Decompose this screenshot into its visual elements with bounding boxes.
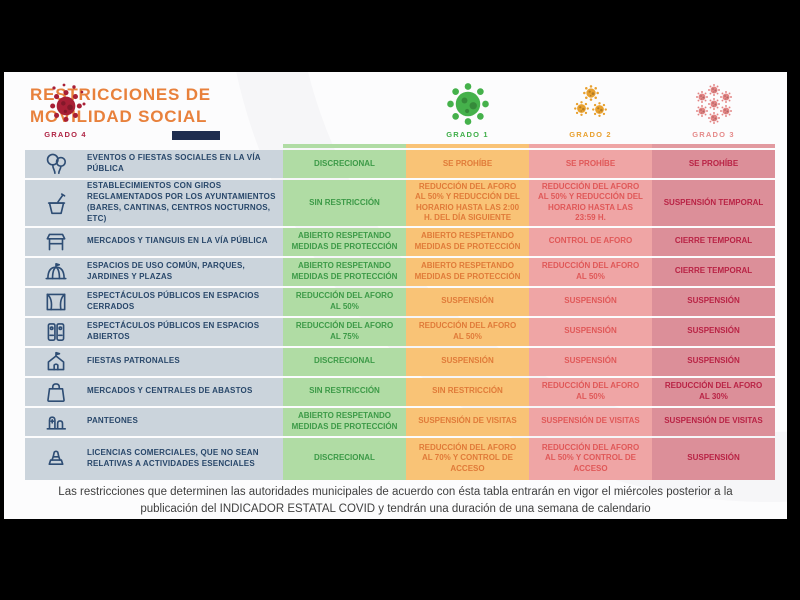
cell-grado-2: ABIERTO RESPETANDO MEDIDAS DE PROTECCIÓN [406, 227, 529, 256]
grade-label: GRADO 2 [569, 130, 612, 139]
cell-grado-4: SUSPENSIÓN [652, 437, 775, 480]
cell-grado-3: REDUCCIÓN DEL AFORO AL 50% Y REDUCCIÓN D… [529, 180, 652, 226]
virus-green-icon [406, 80, 529, 128]
cell-grado-1: DISCRECIONAL [283, 150, 406, 178]
cell-grado-3: REDUCCIÓN DEL AFORO AL 50% [529, 377, 652, 406]
title-underline [172, 131, 220, 140]
row-label: ESPECTÁCULOS PÚBLICOS EN ESPACIOS CERRAD… [87, 290, 260, 311]
table-row: ESPACIOS DE USO COMÚN, PARQUES, JARDINES… [25, 257, 775, 286]
cell-grado-1: ABIERTO RESPETANDO MEDIDAS DE PROTECCIÓN [283, 257, 406, 286]
table-row: EVENTOS O FIESTAS SOCIALES EN LA VÍA PÚB… [25, 150, 775, 178]
cell-grado-3: SUSPENSIÓN DE VISITAS [529, 407, 652, 436]
theater-stage-icon [25, 289, 87, 315]
table-row: MERCADOS Y CENTRALES DE ABASTOS SIN REST… [25, 377, 775, 406]
table-row: LICENCIAS COMERCIALES, QUE NO SEAN RELAT… [25, 437, 775, 480]
cell-grado-2: SUSPENSIÓN DE VISITAS [406, 407, 529, 436]
cell-grado-1: DISCRECIONAL [283, 437, 406, 480]
cell-grado-2: REDUCCIÓN DEL AFORO AL 50% [406, 317, 529, 346]
cell-grado-4: SUSPENSIÓN TEMPORAL [652, 180, 775, 226]
table-row: ESTABLECIMIENTOS CON GIROS REGLAMENTADOS… [25, 180, 775, 226]
cell-grado-3: REDUCCIÓN DEL AFORO AL 50% [529, 257, 652, 286]
cell-grado-4: CIERRE TEMPORAL [652, 257, 775, 286]
table-row: FIESTAS PATRONALES DISCRECIONAL SUSPENSI… [25, 347, 775, 376]
grade-label: GRADO 4 [44, 130, 87, 139]
grade-header-4: GRADO 4 [4, 80, 127, 139]
table-row: PANTEONES ABIERTO RESPETANDO MEDIDAS DE … [25, 407, 775, 436]
grade-header-2: GRADO 2 [529, 80, 652, 139]
row-label: ESPECTÁCULOS PÚBLICOS EN ESPACIOS ABIERT… [87, 320, 260, 341]
cell-grado-3: REDUCCIÓN DEL AFORO AL 50% Y CONTROL DE … [529, 437, 652, 480]
market-stall-icon [25, 229, 87, 255]
cell-grado-3: SUSPENSIÓN [529, 287, 652, 316]
cell-grado-2: SE PROHÍBE [406, 150, 529, 178]
row-label: ESTABLECIMIENTOS CON GIROS REGLAMENTADOS… [87, 181, 276, 223]
cell-grado-2: SUSPENSIÓN [406, 347, 529, 376]
cell-grado-4: SUSPENSIÓN [652, 287, 775, 316]
cell-grado-4: SUSPENSIÓN [652, 317, 775, 346]
row-label: LICENCIAS COMERCIALES, QUE NO SEAN RELAT… [87, 447, 259, 468]
title-line-1: RESTRICCIONES DE [30, 85, 211, 104]
cell-grado-2: SIN RESTRICCIÓN [406, 377, 529, 406]
row-label: EVENTOS O FIESTAS SOCIALES EN LA VÍA PÚB… [87, 153, 261, 173]
virus-orange-icon [529, 80, 652, 128]
cell-grado-1: SIN RESTRICCIÓN [283, 377, 406, 406]
title-line-2: MOVILIDAD SOCIAL [30, 107, 208, 126]
stamp-icon [25, 446, 87, 472]
cell-grado-4: SUSPENSIÓN [652, 347, 775, 376]
cell-grado-1: ABIERTO RESPETANDO MEDIDAS DE PROTECCIÓN [283, 227, 406, 256]
virus-darkred-icon [4, 80, 127, 128]
cell-grado-2: ABIERTO RESPETANDO MEDIDAS DE PROTECCIÓN [406, 257, 529, 286]
table-row: MERCADOS Y TIANGUIS EN LA VÍA PÚBLICA AB… [25, 227, 775, 256]
cell-grado-1: ABIERTO RESPETANDO MEDIDAS DE PROTECCIÓN [283, 407, 406, 436]
cell-grado-1: SIN RESTRICCIÓN [283, 180, 406, 226]
park-dome-icon [25, 259, 87, 285]
row-label: ESPACIOS DE USO COMÚN, PARQUES, JARDINES… [87, 260, 245, 281]
cell-grado-3: CONTROL DE AFORO [529, 227, 652, 256]
row-label: MERCADOS Y CENTRALES DE ABASTOS [87, 386, 253, 396]
cell-grado-3: SUSPENSIÓN [529, 347, 652, 376]
table-row: ESPECTÁCULOS PÚBLICOS EN ESPACIOS ABIERT… [25, 317, 775, 346]
cell-grado-2: REDUCCIÓN DEL AFORO AL 50% Y REDUCCIÓN D… [406, 180, 529, 226]
cell-grado-4: SUSPENSIÓN DE VISITAS [652, 407, 775, 436]
grade-header-1: GRADO 1 [406, 80, 529, 139]
tickets-icon [25, 319, 87, 345]
grade-label: GRADO 3 [692, 130, 735, 139]
shopping-bag-icon [25, 379, 87, 405]
column-color-strip [283, 144, 775, 148]
tombstones-icon [25, 409, 87, 435]
champagne-bucket-icon [25, 190, 87, 216]
cell-grado-4: REDUCCIÓN DEL AFORO AL 30% [652, 377, 775, 406]
cell-grado-1: REDUCCIÓN DEL AFORO AL 75% [283, 317, 406, 346]
cell-grado-4: SE PROHÍBE [652, 150, 775, 178]
row-label: FIESTAS PATRONALES [87, 356, 180, 366]
chapel-icon [25, 349, 87, 375]
row-label: MERCADOS Y TIANGUIS EN LA VÍA PÚBLICA [87, 236, 268, 246]
row-label: PANTEONES [87, 416, 138, 426]
cell-grado-2: REDUCCIÓN DEL AFORO AL 70% Y CONTROL DE … [406, 437, 529, 480]
virus-salmon-icon [652, 80, 775, 128]
balloons-icon [25, 151, 87, 177]
cell-grado-1: DISCRECIONAL [283, 347, 406, 376]
page-title: RESTRICCIONES DE MOVILIDAD SOCIAL [30, 84, 220, 140]
cell-grado-1: REDUCCIÓN DEL AFORO AL 50% [283, 287, 406, 316]
infographic-frame: RESTRICCIONES DE MOVILIDAD SOCIAL GRADO … [4, 72, 787, 519]
restrictions-table: EVENTOS O FIESTAS SOCIALES EN LA VÍA PÚB… [25, 144, 775, 482]
cell-grado-2: SUSPENSIÓN [406, 287, 529, 316]
footer-note: Las restricciones que determinen las aut… [58, 486, 733, 515]
table-row: ESPECTÁCULOS PÚBLICOS EN ESPACIOS CERRAD… [25, 287, 775, 316]
cell-grado-3: SUSPENSIÓN [529, 317, 652, 346]
cell-grado-4: CIERRE TEMPORAL [652, 227, 775, 256]
cell-grado-3: SE PROHÍBE [529, 150, 652, 178]
grade-label: GRADO 1 [446, 130, 489, 139]
grade-header-3: GRADO 3 [652, 80, 775, 139]
